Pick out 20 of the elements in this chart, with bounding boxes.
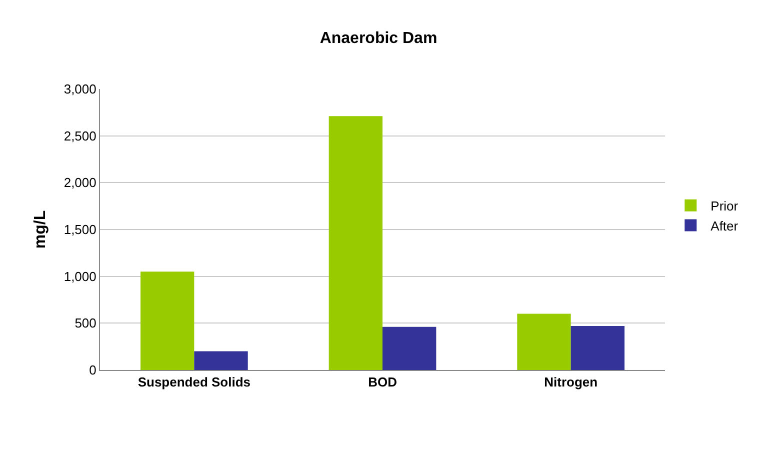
y-tick-label: 0 <box>89 362 96 378</box>
legend-label: Prior <box>710 198 739 214</box>
y-tick-label: 2,000 <box>64 175 96 190</box>
y-tick-label: 3,000 <box>64 82 96 97</box>
chart-title: Anaerobic Dam <box>320 30 438 47</box>
x-tick-label: BOD <box>368 374 397 390</box>
x-tick-label: Nitrogen <box>544 374 598 390</box>
y-tick-label: 2,500 <box>64 128 96 144</box>
bar <box>517 314 571 370</box>
x-tick-label: Suspended Solids <box>138 374 251 390</box>
y-axis-title: mg/L <box>32 210 49 249</box>
legend-label: After <box>710 218 739 234</box>
bar <box>194 351 248 370</box>
y-tick-label: 1,000 <box>64 268 96 284</box>
y-tick-label: 1,500 <box>64 222 96 238</box>
y-tick-label: 500 <box>74 316 96 331</box>
bar <box>140 272 194 370</box>
bar <box>570 326 625 370</box>
bar <box>328 116 382 370</box>
bar <box>382 326 436 370</box>
